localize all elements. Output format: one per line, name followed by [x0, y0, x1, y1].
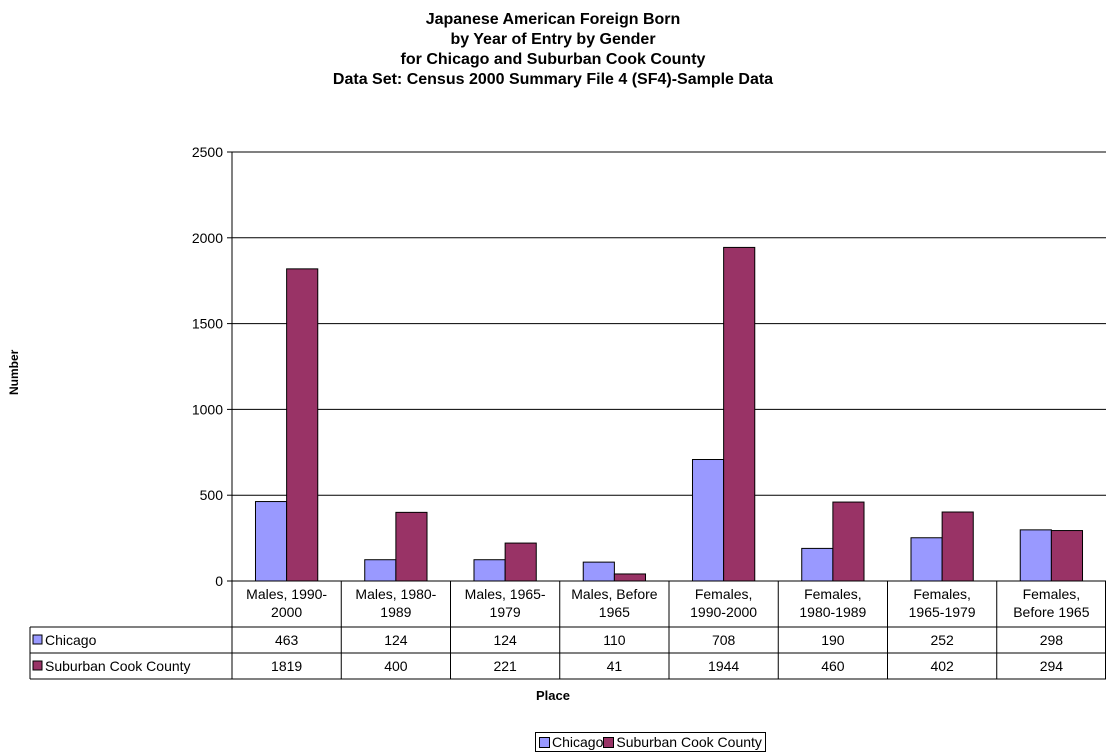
bar-suburban	[613, 573, 647, 582]
data-label: 221	[493, 658, 517, 674]
data-label: 294	[1040, 658, 1064, 674]
bar-chicago	[691, 459, 725, 582]
data-label: 124	[493, 632, 517, 648]
table-row-label: Suburban Cook County	[45, 658, 191, 674]
bar-suburban	[286, 268, 319, 582]
y-axis-label: Number	[7, 349, 21, 395]
x-tick-label: Females,	[804, 586, 862, 602]
chart-title-line-3: for Chicago and Suburban Cook County	[400, 51, 706, 68]
x-tick-label: Females,	[1023, 586, 1081, 602]
data-label: 110	[603, 632, 626, 648]
x-tick-label: 1965-1979	[909, 604, 976, 620]
legend-label-chicago: Chicago	[552, 734, 604, 750]
bar-suburban	[504, 542, 537, 582]
bar-suburban	[1050, 530, 1084, 582]
bar-suburban	[832, 501, 865, 582]
legend-swatch-suburban	[603, 736, 615, 748]
bar-chicago	[364, 559, 397, 582]
y-tick-label: 2500	[192, 144, 223, 160]
x-tick-label: 2000	[271, 604, 302, 620]
bar-suburban	[941, 511, 974, 582]
bar-chicago	[910, 537, 943, 582]
table-row-label: Chicago	[45, 632, 97, 648]
legend-label-suburban: Suburban Cook County	[616, 734, 762, 750]
data-label: 190	[821, 632, 845, 648]
legend-swatch-chicago	[539, 736, 550, 748]
data-label: 298	[1040, 632, 1064, 648]
data-label: 1819	[271, 658, 302, 674]
bar-suburban	[395, 511, 428, 582]
x-tick-label: Males, 1980-	[355, 586, 436, 602]
y-tick-label: 1500	[192, 316, 223, 332]
bar-chicago	[473, 559, 506, 582]
chart-title-line-2: by Year of Entry by Gender	[450, 31, 656, 48]
x-axis-label: Place	[536, 688, 570, 703]
x-tick-label: 1990-2000	[690, 604, 757, 620]
data-label: 708	[712, 632, 736, 648]
legend-item-chicago: Chicago	[539, 734, 603, 750]
y-tick-label: 1000	[192, 401, 223, 417]
legend-item-suburban: Suburban Cook County	[603, 734, 762, 750]
bar-chicago	[582, 561, 615, 582]
bar-chicago	[801, 547, 834, 582]
data-label: 1944	[708, 658, 739, 674]
chart-title: Japanese American Foreign Born by Year o…	[0, 10, 1106, 90]
data-label: 400	[384, 658, 408, 674]
x-tick-label: Before 1965	[1013, 604, 1089, 620]
x-tick-label: Males, Before	[571, 586, 658, 602]
chart-title-line-1: Japanese American Foreign Born	[425, 11, 681, 28]
table-swatch-suburban	[32, 660, 43, 671]
x-tick-label: 1980-1989	[799, 604, 866, 620]
x-tick-label: 1965	[599, 604, 630, 620]
data-label: 252	[930, 632, 954, 648]
table-swatch-chicago	[32, 634, 43, 645]
bar-chicago	[254, 501, 288, 582]
x-tick-label: Females,	[913, 586, 971, 602]
legend: Chicago Suburban Cook County	[535, 732, 766, 752]
data-label: 463	[275, 632, 299, 648]
data-label: 402	[930, 658, 954, 674]
chart-title-line-4: Data Set: Census 2000 Summary File 4 (SF…	[332, 71, 774, 88]
x-tick-label: Males, 1965-	[465, 586, 546, 602]
bar-suburban	[723, 246, 756, 582]
x-tick-label: 1989	[380, 604, 411, 620]
y-tick-label: 0	[215, 573, 223, 589]
y-tick-label: 2000	[192, 230, 223, 246]
x-tick-label: 1979	[490, 604, 521, 620]
data-label: 460	[821, 658, 845, 674]
x-tick-label: Females,	[695, 586, 753, 602]
y-tick-label: 500	[200, 487, 224, 503]
bar-chicago	[1019, 529, 1052, 582]
data-label: 41	[607, 658, 623, 674]
x-tick-label: Males, 1990-	[246, 586, 327, 602]
data-label: 124	[384, 632, 408, 648]
